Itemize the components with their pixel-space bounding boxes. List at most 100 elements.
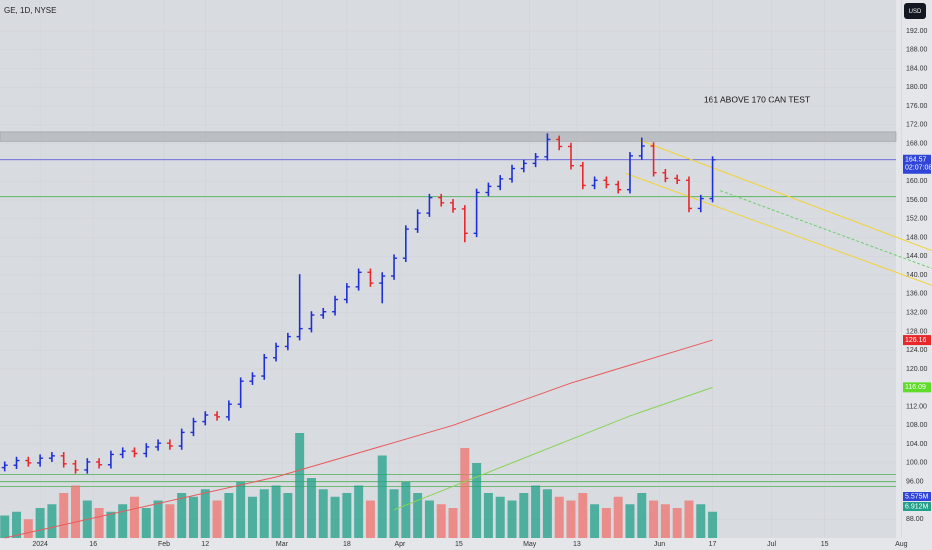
price-badge-label: 116.09 (905, 384, 926, 391)
currency-badge[interactable] (904, 3, 926, 19)
y-tick-label: 120.00 (906, 366, 928, 373)
volume-bar (472, 463, 482, 538)
volume-bar (601, 508, 611, 538)
volume-bar (47, 504, 57, 538)
volume-bar (259, 489, 269, 538)
y-tick-label: 152.00 (906, 216, 928, 223)
y-tick-label: 128.00 (906, 328, 928, 335)
volume-bar (696, 504, 706, 538)
volume-bar (365, 500, 375, 538)
volume-bar (306, 478, 316, 538)
y-tick-label: 96.00 (906, 479, 924, 486)
symbol-title: GE, 1D, NYSE (4, 6, 56, 15)
time-axis-panel (0, 538, 932, 550)
volume-bar (660, 504, 670, 538)
y-tick-label: 188.00 (906, 47, 928, 54)
volume-bar (554, 496, 564, 538)
x-tick-label: 17 (709, 541, 717, 548)
y-tick-label: 192.00 (906, 28, 928, 35)
volume-bar (460, 448, 470, 538)
y-tick-label: 148.00 (906, 234, 928, 241)
volume-bar (283, 493, 293, 538)
y-tick-label: 132.00 (906, 310, 928, 317)
volume-bar (141, 508, 151, 538)
x-tick-label: Feb (158, 541, 170, 548)
volume-bar (495, 496, 505, 538)
volume-bar (212, 500, 222, 538)
volume-bar (566, 500, 576, 538)
countdown: 02:07:08 (905, 165, 932, 172)
x-tick-label: May (523, 541, 537, 548)
x-tick-label: Apr (394, 541, 406, 548)
volume-bar (401, 481, 411, 538)
y-tick-label: 160.00 (906, 178, 928, 185)
y-tick-label: 136.00 (906, 291, 928, 298)
volume-bar (649, 500, 659, 538)
x-tick-label: Aug (895, 541, 908, 548)
volume-badge-label: 6.912M (905, 503, 929, 510)
indicator-line (720, 190, 932, 269)
volume-bar (684, 500, 694, 538)
volume-bar (247, 496, 257, 538)
volume-bar (224, 493, 234, 538)
price-badge (903, 335, 931, 346)
volume-bar (165, 504, 175, 538)
x-tick-label: 16 (89, 541, 97, 548)
price-axis-panel (896, 0, 932, 550)
x-tick-label: Mar (276, 541, 289, 548)
volume-bar (188, 496, 198, 538)
volume-bar (295, 433, 305, 538)
x-tick-label: 15 (821, 541, 829, 548)
volume-bar (377, 455, 387, 538)
volume-bar (318, 489, 328, 538)
y-tick-label: 172.00 (906, 122, 928, 129)
volume-bar (507, 500, 517, 538)
price-badge (903, 154, 931, 174)
volume-bar (106, 511, 116, 538)
y-tick-label: 88.00 (906, 516, 924, 523)
volume-bar (35, 508, 45, 538)
volume-bar (436, 504, 446, 538)
indicator-line (393, 386, 713, 511)
x-tick-label: 12 (201, 541, 209, 548)
indicator-line (625, 172, 932, 286)
y-tick-label: 124.00 (906, 347, 928, 354)
y-tick-label: 176.00 (906, 103, 928, 110)
price-badge-label: 164.57 (905, 157, 927, 164)
volume-bar (342, 493, 352, 538)
volume-badge-label: 5.575M (905, 493, 929, 500)
volume-bar (177, 493, 187, 538)
volume-bar (236, 481, 246, 538)
volume-bar (118, 504, 128, 538)
volume-bar (129, 496, 139, 538)
y-tick-label: 156.00 (906, 197, 928, 204)
volume-bar (613, 496, 623, 538)
volume-bar (59, 493, 69, 538)
x-tick-label: 13 (573, 541, 581, 548)
volume-bar (519, 493, 529, 538)
indicator-line (4, 339, 713, 539)
y-tick-label: 140.00 (906, 272, 928, 279)
volume-bar (12, 511, 22, 538)
y-tick-label: 112.00 (906, 403, 927, 410)
volume-bar (200, 489, 210, 538)
volume-bar (330, 496, 340, 538)
volume-bar (271, 485, 281, 538)
y-tick-label: 144.00 (906, 253, 928, 260)
y-tick-label: 184.00 (906, 65, 928, 72)
volume-bar (153, 500, 163, 538)
y-tick-label: 104.00 (906, 441, 928, 448)
volume-bar (590, 504, 600, 538)
x-tick-label: Jul (767, 541, 776, 548)
volume-bar (389, 489, 399, 538)
volume-bar (71, 485, 81, 538)
volume-bar (448, 508, 458, 538)
annotation: 161 ABOVE 170 CAN TEST (704, 94, 810, 104)
x-tick-label: 18 (343, 541, 351, 548)
indicator-line (639, 139, 932, 252)
x-tick-label: 2024 (32, 541, 48, 548)
volume-bar (542, 489, 552, 538)
y-tick-label: 168.00 (906, 140, 928, 147)
x-tick-label: 15 (455, 541, 463, 548)
